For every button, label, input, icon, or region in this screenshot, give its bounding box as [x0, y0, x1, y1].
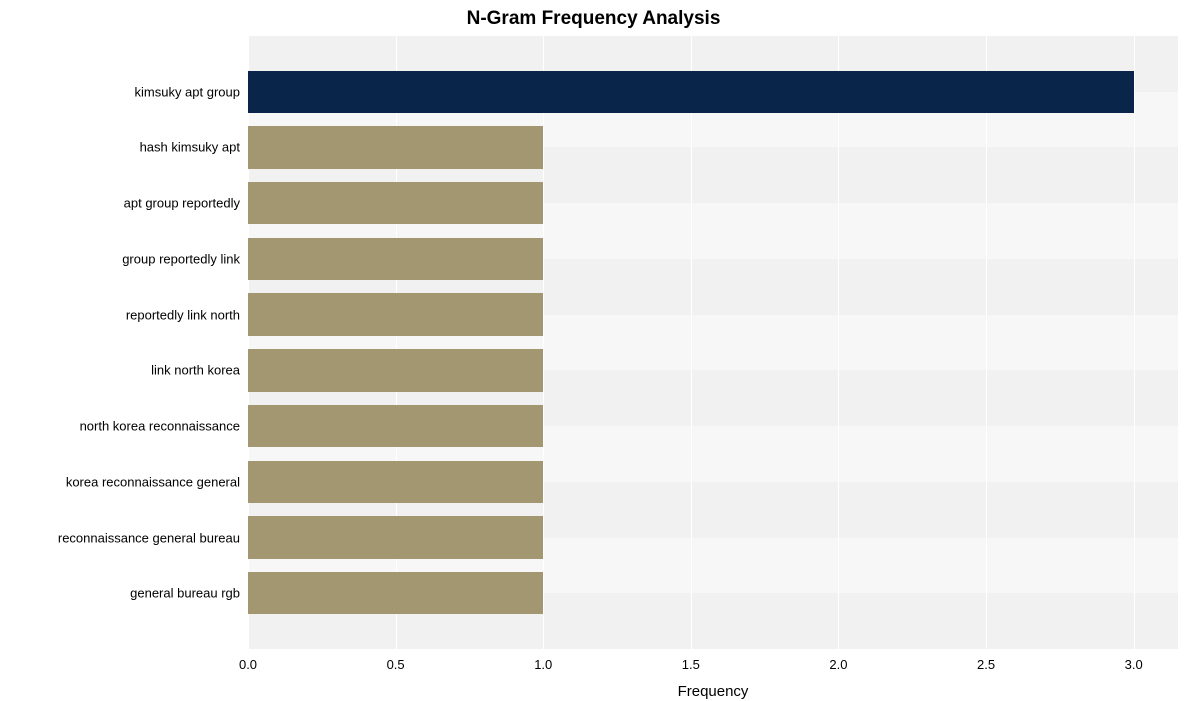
x-axis-tick-label: 2.5: [977, 649, 995, 672]
chart-title: N-Gram Frequency Analysis: [0, 8, 1187, 30]
y-axis-tick-label: apt group reportedly: [124, 196, 248, 211]
y-axis-tick-label: group reportedly link: [122, 251, 248, 266]
y-axis-tick-label: hash kimsuky apt: [140, 140, 248, 155]
x-axis-tick-label: 0.0: [239, 649, 257, 672]
grid-vline: [986, 36, 987, 649]
bar: [248, 293, 543, 335]
y-axis-tick-label: reconnaissance general bureau: [58, 530, 248, 545]
x-axis-tick-label: 1.0: [534, 649, 552, 672]
bar: [248, 71, 1134, 113]
ngram-chart: N-Gram Frequency Analysis kimsuky apt gr…: [0, 0, 1187, 701]
grid-vline: [691, 36, 692, 649]
y-axis-tick-label: reportedly link north: [126, 307, 248, 322]
bar: [248, 572, 543, 614]
bar: [248, 405, 543, 447]
y-axis-tick-label: north korea reconnaissance: [80, 419, 248, 434]
y-axis-tick-label: general bureau rgb: [130, 586, 248, 601]
grid-vline: [543, 36, 544, 649]
bar: [248, 182, 543, 224]
bar: [248, 461, 543, 503]
grid-vline: [1134, 36, 1135, 649]
y-axis-tick-label: link north korea: [151, 363, 248, 378]
bar: [248, 349, 543, 391]
plot-area: kimsuky apt grouphash kimsuky aptapt gro…: [248, 36, 1178, 649]
y-axis-tick-label: korea reconnaissance general: [66, 474, 248, 489]
x-axis-tick-label: 2.0: [829, 649, 847, 672]
grid-vline: [838, 36, 839, 649]
bar: [248, 238, 543, 280]
x-axis-tick-label: 0.5: [387, 649, 405, 672]
x-axis-tick-label: 3.0: [1125, 649, 1143, 672]
bar: [248, 516, 543, 558]
y-axis-tick-label: kimsuky apt group: [135, 84, 249, 99]
bar: [248, 126, 543, 168]
x-axis-tick-label: 1.5: [682, 649, 700, 672]
x-axis-label: Frequency: [248, 683, 1178, 700]
